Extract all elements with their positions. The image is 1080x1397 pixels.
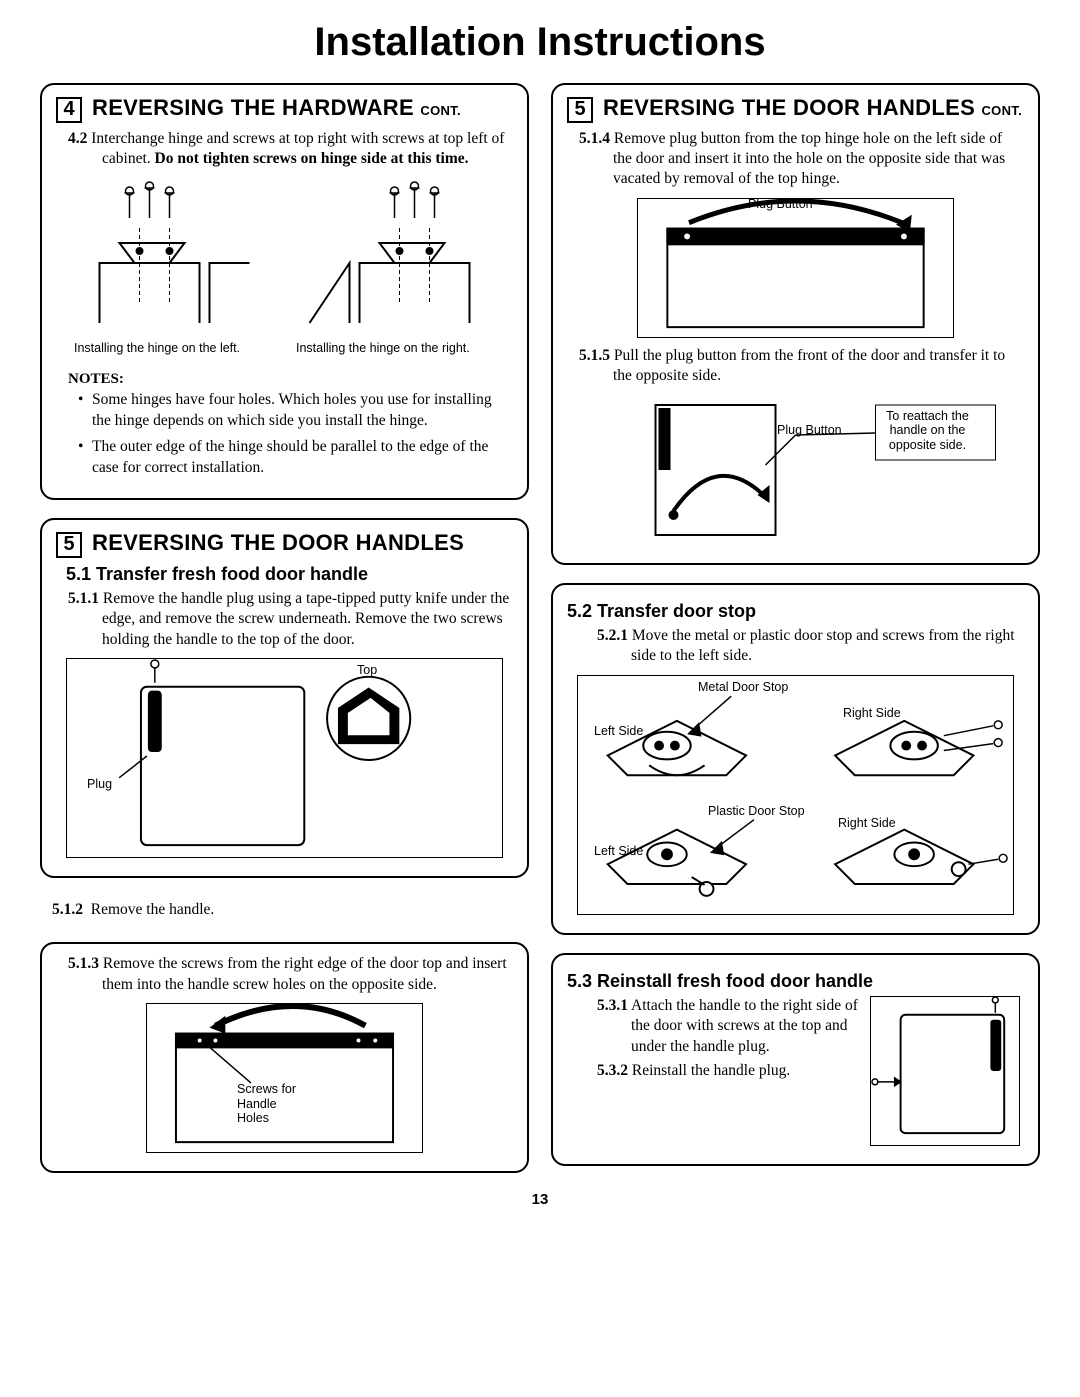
panel-5c-number: 5	[567, 97, 593, 123]
sub-5-2: 5.2 Transfer door stop	[567, 601, 1024, 622]
note-2: The outer edge of the hinge should be pa…	[80, 437, 513, 478]
label-right-2: Right Side	[838, 816, 896, 830]
label-left-2: Left Side	[594, 844, 643, 858]
note-1: Some hinges have four holes. Which holes…	[80, 390, 513, 431]
caption-hinge-right: Installing the hinge on the right.	[296, 341, 470, 355]
label-reattach: To reattach the handle on the opposite s…	[875, 409, 980, 452]
panel-5-cont: 5 REVERSING THE DOOR HANDLES CONT. 5.1.4…	[551, 83, 1040, 565]
notes-heading: NOTES:	[68, 371, 513, 388]
step-5-3-2: 5.3.2 Reinstall the handle plug.	[597, 1061, 860, 1081]
figure-5-2-1: Metal Door Stop Left Side Right Side Pla…	[577, 675, 1014, 915]
step-4-2: 4.2 Interchange hinge and screws at top …	[68, 129, 513, 170]
panel-4: 4 REVERSING THE HARDWARE CONT. 4.2 Inter…	[40, 83, 529, 500]
panel-5a-number: 5	[56, 532, 82, 558]
panel-5-1-3: 5.1.3 Remove the screws from the right e…	[40, 942, 529, 1173]
door-stop-svg	[578, 676, 1013, 914]
panel-4-title: REVERSING THE HARDWARE CONT.	[92, 95, 461, 121]
figure-5-1-5: Plug Button To reattach the handle on th…	[637, 395, 1014, 545]
panel-5-handles: 5 REVERSING THE DOOR HANDLES 5.1 Transfe…	[40, 518, 529, 878]
figure-5-1-1: Plug Top	[66, 658, 503, 858]
step-5-1-3: 5.1.3 Remove the screws from the right e…	[68, 954, 513, 995]
step-5-3-1: 5.3.1 Attach the handle to the right sid…	[597, 996, 860, 1057]
step-5-1-1: 5.1.1 Remove the handle plug using a tap…	[68, 589, 513, 650]
label-plastic-stop: Plastic Door Stop	[708, 804, 805, 818]
screw-transfer-svg	[147, 1004, 422, 1152]
figure-5-1-4: Plug Button	[637, 198, 954, 338]
page-number: 13	[40, 1191, 1040, 1208]
left-column: 4 REVERSING THE HARDWARE CONT. 4.2 Inter…	[40, 83, 529, 1173]
plug-button-top-svg	[638, 199, 953, 337]
label-screws: Screws for Handle Holes	[237, 1082, 307, 1125]
reinstall-handle-svg	[871, 997, 1019, 1145]
panel-5-3: 5.3 Reinstall fresh food door handle 5.3…	[551, 953, 1040, 1166]
panel-4-number: 4	[56, 97, 82, 123]
step-5-2-1: 5.2.1 Move the metal or plastic door sto…	[597, 626, 1024, 667]
figure-5-3	[870, 996, 1020, 1146]
right-column: 5 REVERSING THE DOOR HANDLES CONT. 5.1.4…	[551, 83, 1040, 1173]
label-left-1: Left Side	[594, 724, 643, 738]
panel-5-2: 5.2 Transfer door stop 5.2.1 Move the me…	[551, 583, 1040, 935]
notes-list: Some hinges have four holes. Which holes…	[80, 390, 513, 478]
door-handle-svg	[67, 659, 502, 857]
label-right-1: Right Side	[843, 706, 901, 720]
step-5-1-4: 5.1.4 Remove plug button from the top hi…	[579, 129, 1024, 190]
step-5-1-5: 5.1.5 Pull the plug button from the fron…	[579, 346, 1024, 387]
figure-5-1-3: Screws for Handle Holes	[146, 1003, 423, 1153]
two-column-layout: 4 REVERSING THE HARDWARE CONT. 4.2 Inter…	[40, 83, 1040, 1173]
label-plug: Plug	[87, 777, 112, 791]
panel-5a-title: REVERSING THE DOOR HANDLES	[92, 530, 464, 556]
hinge-diagram-svg	[66, 173, 503, 363]
label-plug-button-1: Plug Button	[748, 197, 813, 211]
label-top: Top	[357, 663, 377, 677]
figure-hinge-install: Installing the hinge on the left. Instal…	[66, 173, 503, 363]
label-plug-button-2: Plug Button	[777, 423, 842, 437]
sub-5-1: 5.1 Transfer fresh food door handle	[66, 564, 513, 585]
step-5-1-2: 5.1.2 Remove the handle.	[52, 900, 529, 920]
panel-5c-title: REVERSING THE DOOR HANDLES CONT.	[603, 95, 1022, 121]
caption-hinge-left: Installing the hinge on the left.	[74, 341, 240, 355]
sub-5-3: 5.3 Reinstall fresh food door handle	[567, 971, 1024, 992]
page-title: Installation Instructions	[40, 20, 1040, 65]
label-metal-stop: Metal Door Stop	[698, 680, 788, 694]
